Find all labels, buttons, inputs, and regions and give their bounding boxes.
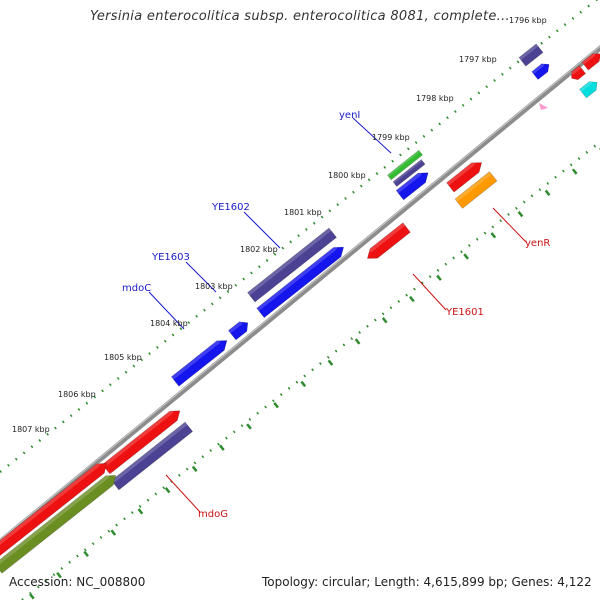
feature-blue-1800-shine xyxy=(396,168,425,194)
inner-tick-mark xyxy=(517,210,524,218)
tick-label-1800: 1800 kbp xyxy=(328,171,366,180)
feature-YE1602[interactable] xyxy=(247,227,337,303)
sequence-backbone xyxy=(0,44,600,546)
tick-label-1801: 1801 kbp xyxy=(284,208,322,217)
tick-label-1798: 1798 kbp xyxy=(416,94,454,103)
feature-navy-top-right[interactable] xyxy=(518,43,544,67)
gene-label-mdoC[interactable]: mdoC xyxy=(122,283,151,294)
gene-label-YE1603[interactable]: YE1603 xyxy=(151,252,190,263)
backbone-highlight xyxy=(0,45,600,541)
inner-tick-mark xyxy=(137,508,144,515)
feature-red-edge[interactable] xyxy=(571,65,587,81)
inner-tick-mark xyxy=(381,317,388,324)
tick-label-1806: 1806 kbp xyxy=(58,390,96,399)
feature-cyan-edge-shine xyxy=(579,78,594,92)
feature-red-edge-2-shine xyxy=(582,49,598,65)
feature-track xyxy=(0,43,600,574)
feature-blue-top-right-shine xyxy=(531,60,546,74)
tick-label-1804: 1804 kbp xyxy=(150,319,188,328)
inner-tick-mark xyxy=(544,189,551,196)
feature-red-1806[interactable] xyxy=(101,410,181,475)
gene-label-yenI[interactable]: yenI xyxy=(339,110,360,121)
feature-YE1603[interactable] xyxy=(256,246,344,319)
pink-marker xyxy=(539,103,548,110)
connector-mdoG xyxy=(165,474,201,513)
feature-red-1799-shine xyxy=(446,157,478,186)
inner-tick-mark xyxy=(83,550,89,558)
feature-olive-long[interactable] xyxy=(0,475,117,574)
inner-tick-mark xyxy=(56,571,62,579)
map-title: Yersinia enterocolitica subsp. enterocol… xyxy=(90,9,510,24)
feature-YE1601[interactable] xyxy=(367,222,411,259)
feature-navy-top-right-shine xyxy=(519,43,539,61)
feature-mdoC[interactable] xyxy=(227,321,249,341)
tick-label-1797: 1797 kbp xyxy=(459,55,497,64)
connector-YE1603 xyxy=(185,261,217,293)
connector-yenR xyxy=(492,207,527,243)
feature-mdoG-shine xyxy=(111,422,188,484)
feature-yenR[interactable] xyxy=(454,171,498,209)
inner-tick-mark xyxy=(571,168,578,175)
feature-YE1601-shine xyxy=(363,222,406,254)
feature-yenI-pair-shine xyxy=(393,159,423,184)
connector-yenI xyxy=(352,117,392,154)
inner-tick-mark xyxy=(110,529,117,536)
feature-blue-1805-shine xyxy=(171,335,224,380)
gene-label-YE1602[interactable]: YE1602 xyxy=(211,202,250,213)
gene-label-YE1601[interactable]: YE1601 xyxy=(445,307,484,318)
inner-tick-mark xyxy=(463,253,469,260)
feature-yenI-shine xyxy=(387,150,420,177)
feature-blue-1805[interactable] xyxy=(170,340,228,387)
tick-label-1799: 1799 kbp xyxy=(372,133,410,142)
inner-tick-mark xyxy=(409,295,415,303)
topology-summary: Topology: circular; Length: 4,615,899 bp… xyxy=(262,575,592,589)
inner-tick-mark xyxy=(300,380,307,388)
inner-tick-mark xyxy=(327,359,334,366)
backbone-line xyxy=(0,44,600,546)
feature-red-edge-2[interactable] xyxy=(581,53,600,71)
feature-YE1603-shine xyxy=(256,242,340,311)
feature-YE1602-shine xyxy=(247,228,332,296)
accession-text: Accession: NC_008800 xyxy=(9,575,146,589)
feature-red-1806-shine xyxy=(102,406,177,468)
feature-blue-1800[interactable] xyxy=(395,172,429,201)
tick-label-1803: 1803 kbp xyxy=(195,282,233,291)
connector-mdoC xyxy=(148,291,185,330)
feature-red-long-shine xyxy=(0,458,104,545)
inner-tick-mark xyxy=(354,338,361,345)
tick-label-1796: 1796 kbp xyxy=(509,16,547,25)
tick-label-1805: 1805 kbp xyxy=(104,353,142,362)
feature-blue-top-right[interactable] xyxy=(531,63,550,80)
inner-tick-mark xyxy=(436,274,442,281)
feature-mdoG[interactable] xyxy=(110,421,194,491)
inner-tick-mark xyxy=(490,232,497,239)
label-connectors xyxy=(148,117,527,513)
inner-tick-mark xyxy=(246,423,252,430)
inner-tick-mark xyxy=(191,465,198,473)
connector-YE1601 xyxy=(412,273,447,311)
feature-red-1799[interactable] xyxy=(446,162,483,193)
tick-label-1807: 1807 kbp xyxy=(12,425,50,434)
gene-label-mdoG[interactable]: mdoG xyxy=(198,509,228,520)
tick-label-1802: 1802 kbp xyxy=(240,245,278,254)
gene-label-yenR[interactable]: yenR xyxy=(525,238,550,249)
connector-YE1602 xyxy=(243,211,281,249)
feature-yenR-shine xyxy=(455,171,492,202)
feature-red-long[interactable] xyxy=(0,463,108,561)
outer-guide-line xyxy=(0,0,599,473)
feature-red-edge-shine xyxy=(568,65,582,75)
feature-cyan-edge[interactable] xyxy=(579,81,598,99)
feature-yenI-pair[interactable] xyxy=(392,159,426,187)
feature-olive-long-shine xyxy=(0,470,113,565)
inner-tick-mark xyxy=(164,487,171,494)
feature-yenI[interactable] xyxy=(387,149,423,181)
inner-tick-mark xyxy=(29,593,35,600)
inner-tick-mark xyxy=(273,402,279,409)
inner-tick-mark xyxy=(219,444,225,451)
feature-mdoC-shine xyxy=(228,318,245,334)
